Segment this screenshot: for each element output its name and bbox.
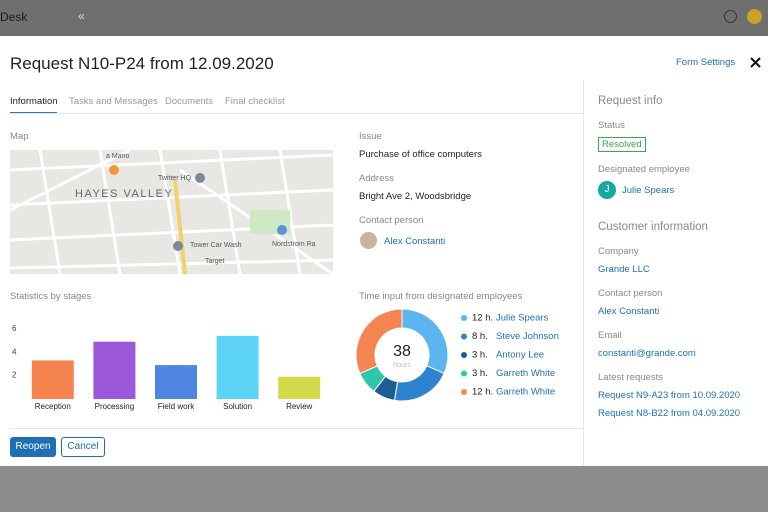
legend-swatch [461, 370, 467, 377]
bar-chart-title: Statistics by stages [10, 291, 92, 302]
map-pin [277, 225, 287, 235]
cancel-button[interactable]: Cancel [61, 437, 105, 457]
email-label: Email [598, 330, 622, 341]
legend-value: 3 h. [472, 368, 488, 379]
bar [93, 341, 136, 399]
legend-swatch [461, 389, 467, 395]
collapse-button[interactable]: « [78, 9, 85, 23]
help-icon[interactable] [724, 10, 737, 23]
status-badge: Resolved [598, 137, 646, 152]
customer-contact-link[interactable]: Alex Constanti [598, 306, 660, 317]
legend-value: 8 h. [472, 331, 488, 342]
modal: Request N10-P24 from 12.09.2020 Form Set… [0, 36, 768, 466]
y-tick-label: 2 [12, 371, 17, 380]
map-place-label: Nordstrom Ra [272, 241, 316, 248]
latest-request-link[interactable]: Request N8-B22 from 04.09.2020 [598, 408, 741, 419]
close-button[interactable] [750, 57, 761, 68]
sidebar-divider [583, 80, 584, 466]
modal-title: Request N10-P24 from 12.09.2020 [10, 54, 274, 73]
company-link[interactable]: Grande LLC [598, 264, 650, 275]
map: HAYES VALLEY Twitter HQ Tower Car Wash Targ… [10, 150, 333, 274]
tabs-divider [10, 113, 583, 114]
user-avatar[interactable] [747, 9, 762, 24]
issue-label: Issue [359, 131, 382, 142]
pie-center-label: hours [393, 362, 411, 369]
pie-slice [355, 308, 403, 375]
legend-name: Garreth White [496, 387, 555, 398]
map-pin [173, 241, 183, 251]
customer-contact-label: Contact person [598, 288, 663, 299]
company-label: Company [598, 246, 639, 257]
customer-info-heading[interactable]: Customer information [598, 221, 708, 233]
x-tick-label: Solution [223, 402, 252, 411]
pie-slice [393, 365, 445, 402]
tab[interactable]: Final checklist [225, 96, 285, 107]
form-settings-link[interactable]: Form Settings [676, 57, 736, 68]
tab[interactable]: Documents [165, 96, 214, 107]
top-bar: Desk « [0, 0, 768, 36]
map-place-label: Target [205, 258, 225, 265]
bar [278, 376, 321, 399]
legend-value: 3 h. [472, 350, 488, 361]
legend-name: Antony Lee [496, 350, 544, 361]
contact-link[interactable]: Alex Constanti [384, 236, 446, 247]
map-place-label: Twitter HQ [158, 175, 192, 182]
x-tick-label: Review [286, 402, 312, 411]
legend-swatch [461, 352, 467, 358]
map-highway [173, 179, 187, 274]
bar [31, 360, 74, 399]
latest-label: Latest requests [598, 372, 663, 383]
y-tick-label: 4 [12, 347, 17, 356]
legend-value: 12 h. [472, 313, 493, 324]
legend-name: Garreth White [496, 368, 555, 379]
legend-name: Julie Spears [496, 313, 549, 324]
x-tick-label: Field work [158, 402, 195, 411]
map-place-label: a Mano [106, 153, 129, 160]
x-tick-label: Reception [35, 402, 71, 411]
legend-value: 12 h. [472, 387, 493, 398]
bar [216, 335, 259, 399]
reopen-button[interactable]: Reopen [10, 437, 56, 457]
map-place-label: Tower Car Wash [190, 242, 242, 249]
employee-label: Designated employee [598, 164, 690, 175]
contact-label: Contact person [359, 215, 424, 226]
map-place-label: HAYES VALLEY [75, 188, 173, 200]
request-info-heading[interactable]: Request info [598, 95, 663, 107]
legend-swatch [461, 315, 467, 321]
latest-request-link[interactable]: Request N9-A23 from 10.09.2020 [598, 390, 741, 401]
address-label: Address [359, 173, 394, 184]
footer-divider [10, 428, 583, 429]
map-label: Map [10, 131, 29, 142]
y-tick-label: 6 [12, 324, 17, 333]
map-pin [109, 165, 119, 175]
map-pin [195, 173, 205, 183]
email-link[interactable]: constanti@grande.com [598, 348, 696, 359]
pie-chart-title: Time input from designated employees [359, 291, 523, 302]
x-tick-label: Processing [95, 402, 135, 411]
app-name: Desk [0, 10, 28, 24]
tab[interactable]: Information [10, 96, 58, 107]
address-value: Bright Ave 2, Woodsbridge [359, 191, 472, 202]
employee-link[interactable]: Julie Spears [622, 185, 675, 196]
employee-avatar: J [598, 181, 616, 199]
legend-name: Steve Johnson [496, 331, 559, 342]
legend-swatch [461, 333, 467, 340]
issue-value: Purchase of office computers [359, 149, 482, 160]
tab[interactable]: Tasks and Messages [69, 96, 158, 107]
bar [155, 365, 197, 399]
charts: 2 4 6 Reception Processing Field work Solution… [12, 308, 559, 411]
contact-photo [360, 232, 377, 249]
status-label: Status [598, 120, 625, 131]
pie-total: 38 [393, 343, 411, 360]
